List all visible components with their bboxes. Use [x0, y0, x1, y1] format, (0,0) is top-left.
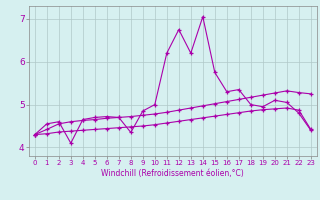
- X-axis label: Windchill (Refroidissement éolien,°C): Windchill (Refroidissement éolien,°C): [101, 169, 244, 178]
